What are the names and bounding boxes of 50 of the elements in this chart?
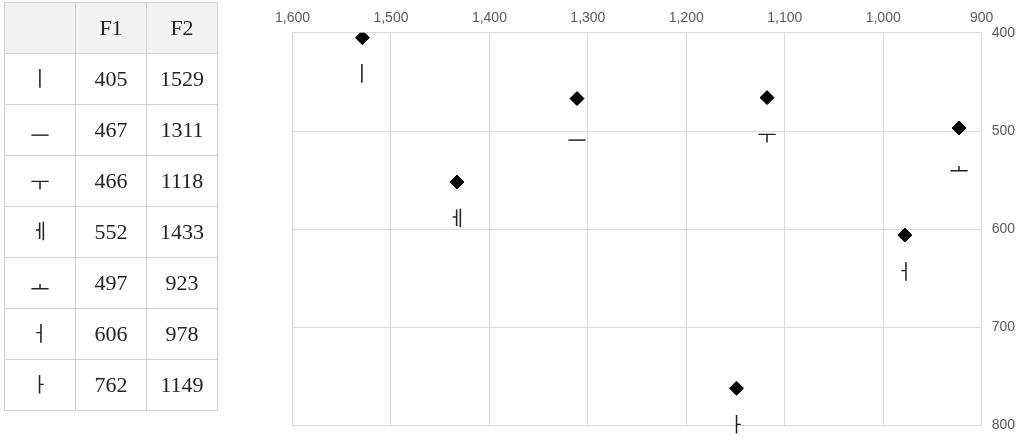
text: 923 — [146, 257, 218, 309]
point — [951, 120, 967, 136]
text: 466 — [75, 155, 147, 207]
y-tick-label: 700 — [991, 318, 1016, 335]
x-tick-label: 1,600 — [274, 9, 311, 26]
point — [729, 380, 745, 396]
annotation: ㅓ — [893, 258, 916, 284]
text: 1311 — [146, 104, 218, 156]
text: ㅔ — [4, 206, 76, 258]
text: ㅓ — [4, 308, 76, 360]
point — [897, 227, 913, 243]
text: 467 — [75, 104, 147, 156]
text: 1149 — [146, 359, 218, 411]
x-tick-label: 1,400 — [471, 9, 508, 26]
annotation: ㅜ — [756, 121, 779, 147]
text: 606 — [75, 308, 147, 360]
annotation: ㅡ — [566, 122, 589, 148]
text: 497 — [75, 257, 147, 309]
point — [449, 174, 465, 190]
y-tick-label: 400 — [991, 23, 1016, 40]
x-tick-label: 1,000 — [865, 9, 901, 26]
text: 762 — [75, 359, 147, 411]
annotation: ㅣ — [351, 61, 374, 87]
y-tick-label: 800 — [991, 416, 1016, 433]
text: ㅏ — [4, 359, 76, 411]
text: 405 — [75, 53, 147, 105]
point — [354, 32, 370, 46]
text: 978 — [146, 308, 218, 360]
point — [759, 90, 775, 106]
annotation: ㅔ — [445, 205, 468, 231]
text: 1529 — [146, 53, 218, 105]
x-tick-label: 900 — [969, 9, 994, 26]
x-tick-label: 1,300 — [570, 9, 606, 26]
text: 1433 — [146, 206, 218, 258]
annotation: ㅗ — [948, 151, 970, 177]
x-tick-label: 1,200 — [668, 9, 705, 26]
annotation: ㅏ — [725, 412, 748, 437]
x-tick-label: 1,100 — [767, 9, 803, 26]
text: ㅜ — [4, 155, 76, 207]
x-tick-label: 1,500 — [373, 9, 409, 26]
text: 552 — [75, 206, 147, 258]
text: F2 — [146, 2, 218, 54]
text: ㅡ — [4, 104, 76, 156]
y-tick-label: 500 — [991, 121, 1016, 138]
point — [569, 91, 585, 107]
text: ㅣ — [4, 53, 76, 105]
y-tick-label: 600 — [991, 220, 1016, 237]
text: ㅗ — [4, 257, 76, 309]
text: F1 — [75, 2, 147, 54]
text: 1118 — [146, 155, 218, 207]
